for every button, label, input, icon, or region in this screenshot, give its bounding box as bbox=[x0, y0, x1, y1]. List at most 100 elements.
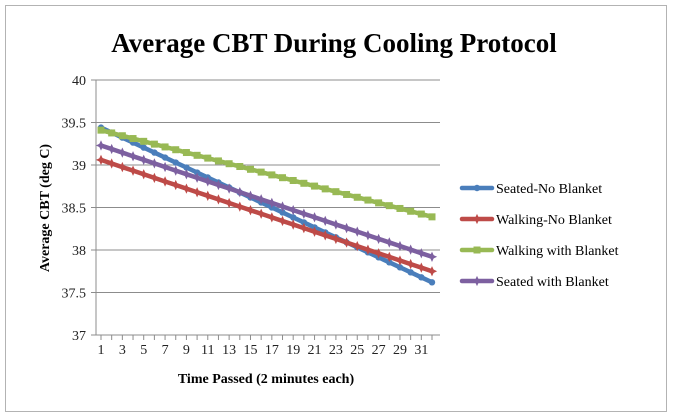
y-tick-label-3: 38.5 bbox=[62, 202, 87, 217]
series-1-point-24 bbox=[341, 237, 352, 248]
series-1-point-16 bbox=[256, 208, 267, 219]
series-2-point-2 bbox=[108, 129, 116, 137]
series-0-point-29 bbox=[396, 264, 404, 271]
series-3-point-32 bbox=[426, 251, 438, 262]
axes bbox=[91, 79, 440, 340]
x-tick-label-13: 13 bbox=[222, 343, 236, 358]
series-3-point-1 bbox=[95, 140, 107, 151]
x-tick-label-11: 11 bbox=[201, 343, 214, 358]
series-2-point-10 bbox=[193, 151, 201, 159]
series-2-point-24 bbox=[343, 190, 351, 198]
series-2-point-25 bbox=[353, 193, 361, 201]
series-1-point-19 bbox=[288, 219, 299, 230]
y-tick-label-0: 37 bbox=[72, 329, 86, 344]
series-1-point-13 bbox=[223, 197, 235, 209]
x-tick-label-17: 17 bbox=[265, 343, 279, 358]
series-2-point-29 bbox=[396, 204, 404, 212]
x-tick-label-3: 3 bbox=[119, 343, 126, 358]
series-2-point-31 bbox=[417, 210, 425, 218]
series-line-1 bbox=[98, 157, 435, 274]
series-3-point-27 bbox=[373, 233, 384, 244]
series-0-point-10 bbox=[193, 169, 201, 176]
x-tick-label-9: 9 bbox=[183, 343, 190, 358]
legend-item-3: Seated with Blanket bbox=[459, 275, 609, 290]
series-0-point-9 bbox=[183, 164, 190, 171]
series-3-point-25 bbox=[352, 226, 363, 237]
series-group bbox=[95, 124, 438, 286]
x-tick-label-7: 7 bbox=[162, 343, 169, 358]
chart-title: Average CBT During Cooling Protocol bbox=[111, 28, 557, 58]
legend-label-0: Seated-No Blanket bbox=[496, 182, 602, 197]
series-2-point-22 bbox=[321, 185, 329, 193]
series-3-point-7 bbox=[159, 161, 171, 173]
x-tick-label-5: 5 bbox=[140, 343, 147, 358]
y-tick-labels: 37 37.5 38 38.5 39 39.5 40 bbox=[62, 74, 87, 344]
series-1-point-32 bbox=[426, 266, 438, 277]
x-tick-label-15: 15 bbox=[243, 343, 257, 358]
series-1-point-3 bbox=[117, 161, 128, 173]
series-3-point-2 bbox=[106, 143, 117, 155]
series-3-point-22 bbox=[320, 215, 331, 227]
series-1-point-15 bbox=[245, 205, 256, 216]
series-3-point-4 bbox=[127, 151, 139, 162]
series-1-point-18 bbox=[277, 215, 288, 227]
legend-label-1: Walking-No Blanket bbox=[496, 213, 612, 228]
legend: Seated-No Blanket Walking-No Blanket Walki… bbox=[459, 182, 619, 290]
legend-label-2: Walking with Blanket bbox=[496, 244, 619, 259]
series-2-point-18 bbox=[279, 174, 287, 182]
series-1-point-4 bbox=[127, 165, 139, 176]
y-axis-label: Average CBT (deg C) bbox=[38, 144, 53, 273]
series-0-point-6 bbox=[151, 149, 158, 156]
series-3-point-20 bbox=[298, 208, 310, 219]
series-1-point-22 bbox=[320, 230, 331, 241]
series-0-point-18 bbox=[279, 209, 286, 216]
series-1-point-7 bbox=[159, 176, 171, 187]
series-3-point-11 bbox=[202, 176, 213, 187]
series-2-point-8 bbox=[172, 146, 180, 154]
series-1-point-31 bbox=[416, 262, 427, 273]
series-3-point-19 bbox=[288, 204, 299, 216]
series-2-point-14 bbox=[236, 163, 244, 171]
series-2-point-23 bbox=[332, 188, 340, 196]
series-2-point-3 bbox=[118, 132, 126, 140]
series-1-point-2 bbox=[106, 158, 117, 169]
x-tick-label-31: 31 bbox=[414, 343, 428, 358]
x-tick-label-25: 25 bbox=[350, 343, 364, 358]
series-3 bbox=[95, 140, 438, 262]
series-1-point-1 bbox=[95, 154, 107, 166]
series-0-point-20 bbox=[300, 219, 308, 226]
x-tick-label-1: 1 bbox=[98, 343, 105, 358]
series-3-point-24 bbox=[341, 222, 352, 234]
series-1-point-6 bbox=[149, 172, 160, 184]
series-3-point-8 bbox=[170, 165, 181, 176]
series-1-point-28 bbox=[384, 251, 395, 263]
series-3-point-17 bbox=[266, 197, 277, 209]
series-1-point-9 bbox=[181, 183, 192, 194]
series-2-point-1 bbox=[97, 126, 105, 134]
series-3-point-3 bbox=[117, 147, 128, 158]
series-3-point-13 bbox=[223, 183, 235, 194]
legend-item-2: Walking with Blanket bbox=[459, 244, 619, 259]
series-1-point-8 bbox=[170, 179, 181, 191]
gridlines bbox=[96, 79, 440, 293]
series-2 bbox=[97, 126, 436, 221]
x-axis-label: Time Passed (2 minutes each) bbox=[178, 372, 355, 387]
x-tick-label-27: 27 bbox=[372, 343, 386, 358]
legend-item-0: Seated-No Blanket bbox=[459, 182, 602, 197]
series-1-point-23 bbox=[330, 233, 342, 245]
series-2-point-15 bbox=[246, 165, 254, 173]
x-tick-label-19: 19 bbox=[286, 343, 300, 358]
series-2-point-30 bbox=[407, 207, 415, 215]
series-2-point-5 bbox=[140, 137, 148, 145]
x-tick-label-23: 23 bbox=[329, 343, 343, 358]
series-1-point-27 bbox=[373, 248, 384, 259]
series-1-point-17 bbox=[266, 212, 277, 223]
series-3-point-31 bbox=[416, 248, 427, 259]
x-tick-labels: 1 3 5 7 9 11 13 15 17 19 21 23 25 27 29 31 bbox=[98, 343, 429, 358]
series-2-point-17 bbox=[268, 171, 276, 179]
chart-frame bbox=[5, 5, 667, 412]
series-2-point-21 bbox=[311, 182, 319, 190]
series-0-point-31 bbox=[418, 274, 425, 281]
series-3-point-15 bbox=[245, 190, 256, 201]
legend-marker-0 bbox=[473, 184, 481, 192]
